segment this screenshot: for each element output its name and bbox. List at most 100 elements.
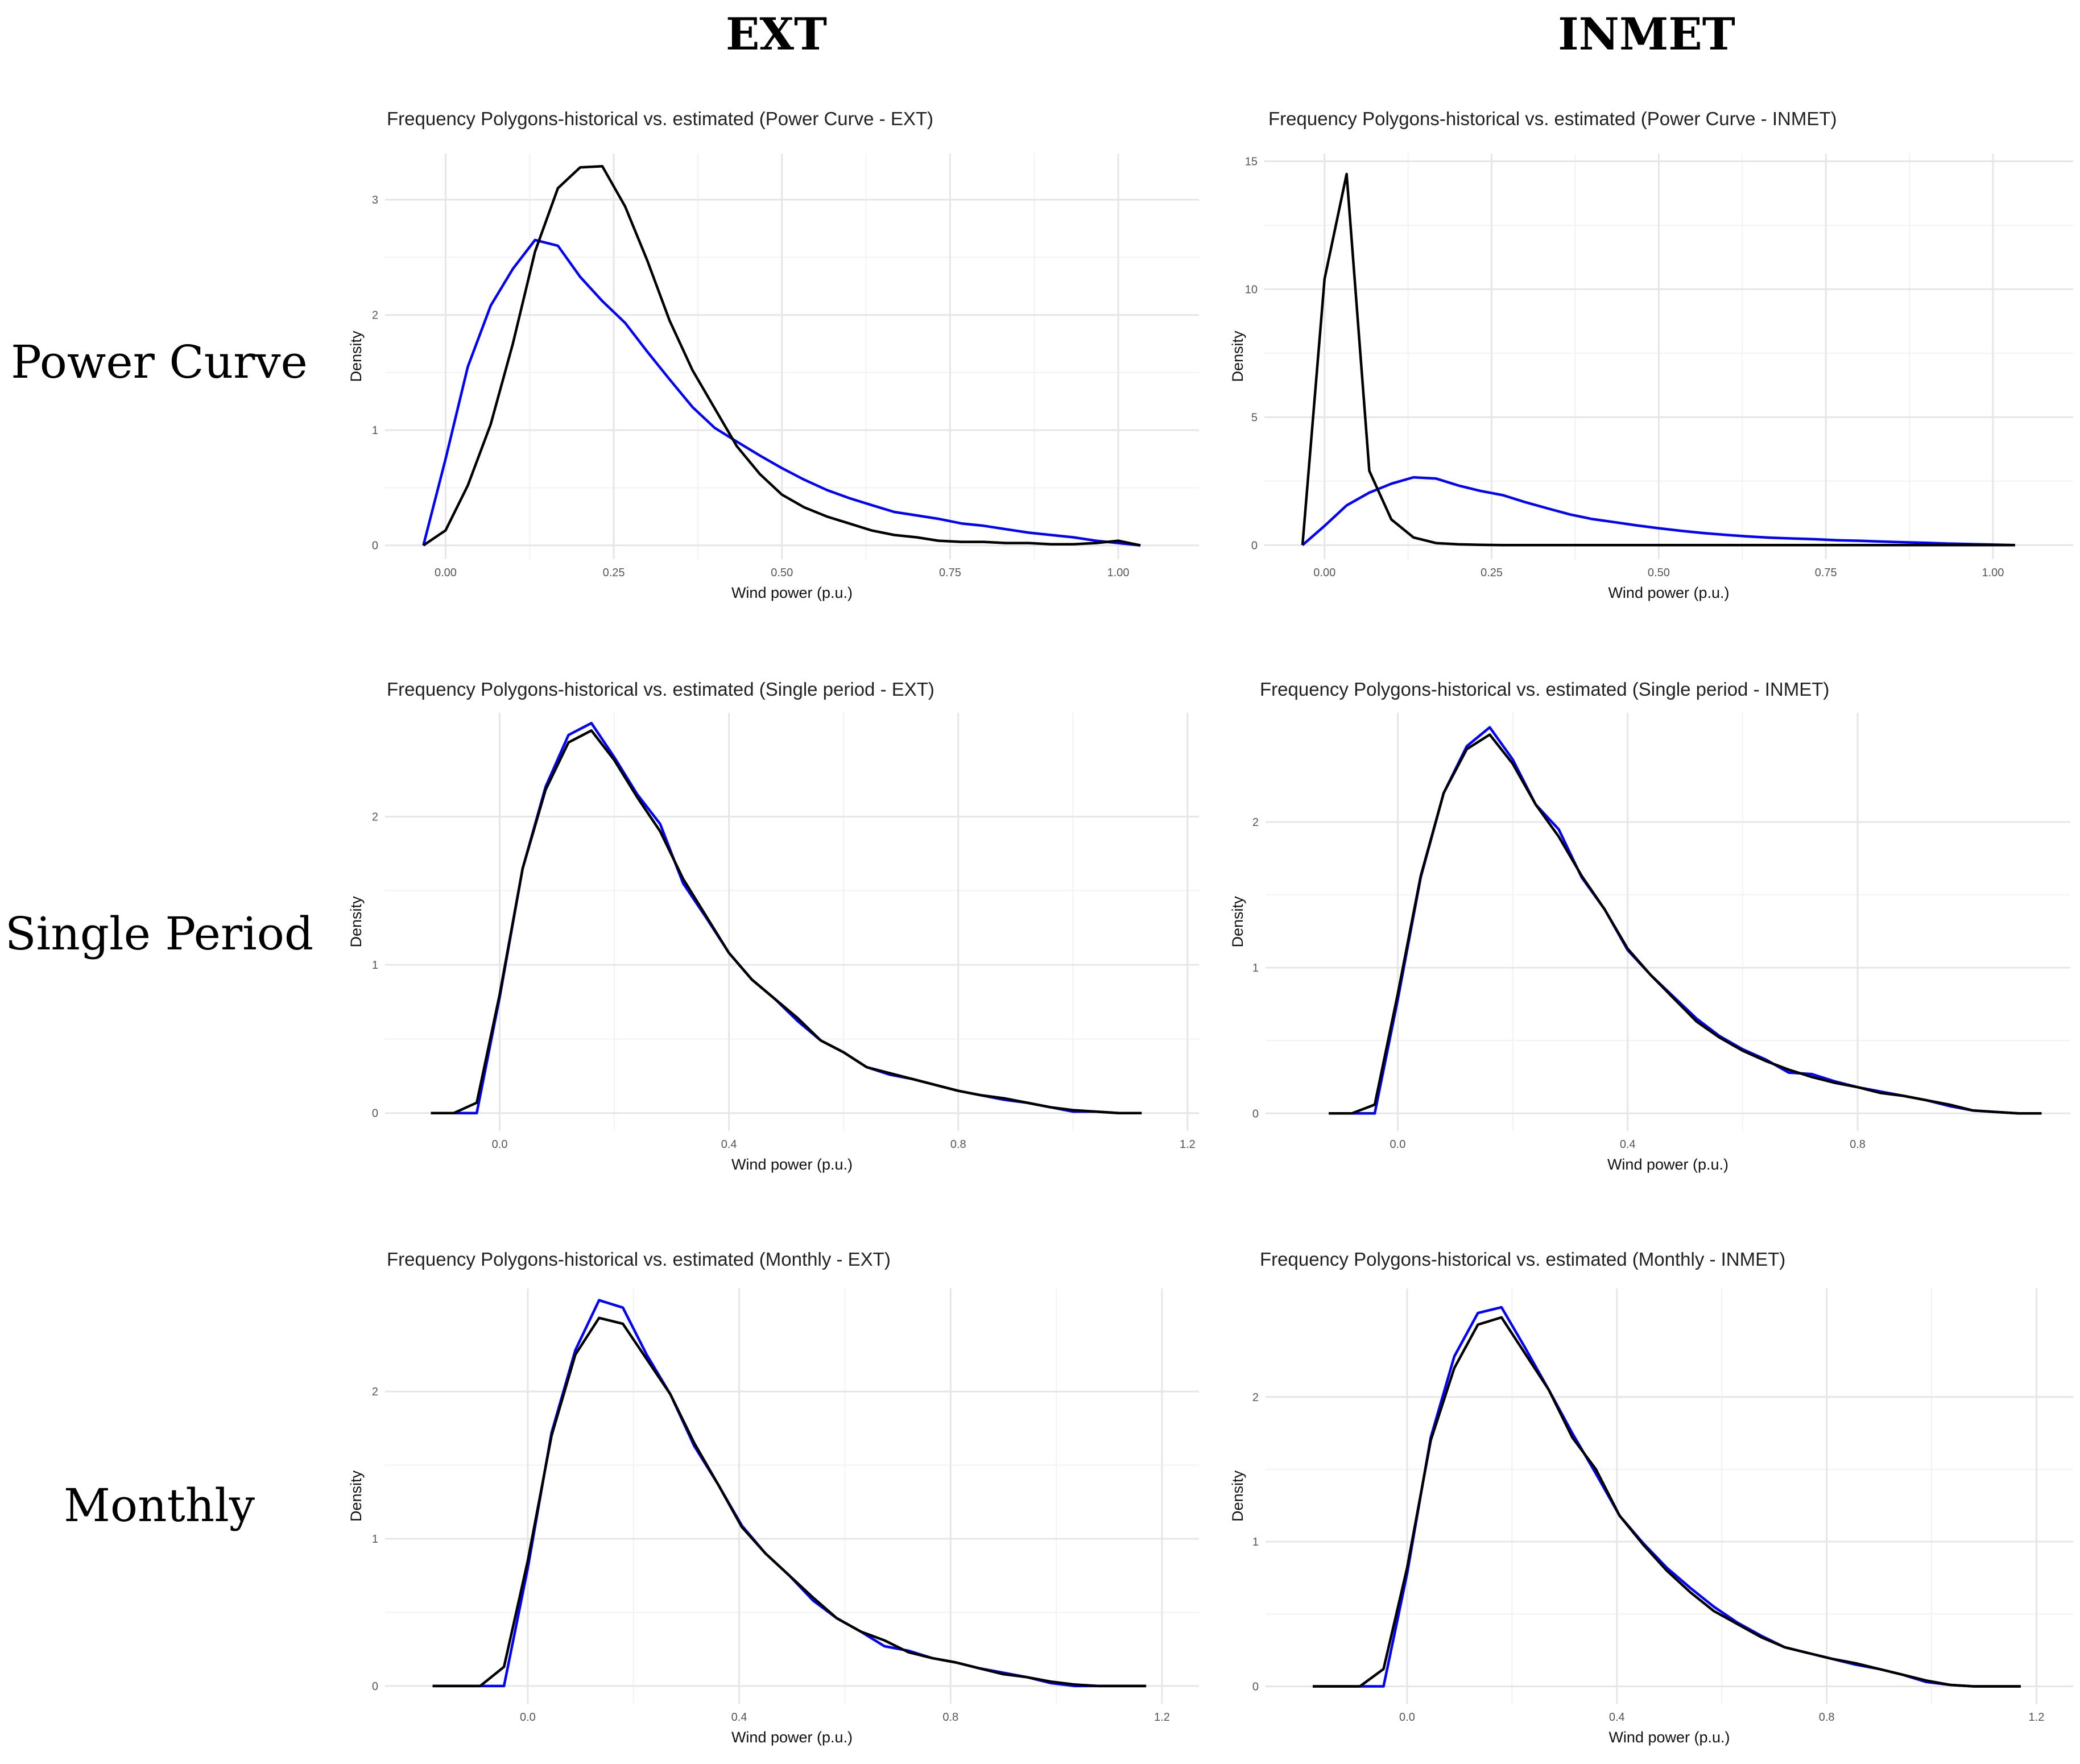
- y-tick-label: 0: [372, 540, 378, 552]
- y-axis-label: Density: [348, 896, 365, 948]
- y-tick-label: 1: [372, 1533, 378, 1546]
- x-tick-label: 0.00: [1313, 567, 1335, 579]
- x-tick-label: 1.00: [1982, 567, 2004, 579]
- series-line-historical: [1313, 1316, 2021, 1688]
- y-axis: 0 1 2: [1252, 1391, 2073, 1693]
- x-tick-label: 0.0: [520, 1711, 536, 1724]
- x-tick-label: 0.0: [492, 1138, 508, 1151]
- x-axis-label: Wind power (p.u.): [1608, 584, 1729, 601]
- row-header-power-curve: Power Curve: [11, 336, 308, 389]
- y-tick-label: 2: [372, 1386, 378, 1398]
- chart-title: Frequency Polygons-historical vs. estima…: [387, 108, 933, 129]
- y-axis: 0 1 2: [372, 811, 1199, 1120]
- chart-title: Frequency Polygons-historical vs. estima…: [387, 1249, 891, 1270]
- y-tick-label: 1: [1252, 962, 1259, 974]
- chart-title: Frequency Polygons-historical vs. estima…: [387, 679, 934, 700]
- y-tick-label: 0: [372, 1108, 378, 1120]
- y-tick-label: 0: [1252, 1680, 1259, 1693]
- series-line-estimated: [1313, 1306, 2021, 1688]
- x-tick-label: 1.00: [1107, 567, 1130, 579]
- column-header-inmet: INMET: [1558, 9, 1735, 60]
- y-tick-label: 10: [1245, 283, 1258, 296]
- chart-monthly-inmet: Frequency Polygons-historical vs. estima…: [1229, 1249, 2073, 1746]
- minor-grid: [1266, 1288, 2073, 1704]
- y-axis-label: Density: [348, 1470, 365, 1522]
- chart-title: Frequency Polygons-historical vs. estima…: [1268, 108, 1837, 129]
- y-tick-label: 5: [1251, 411, 1258, 424]
- x-tick-label: 0.00: [435, 567, 457, 579]
- minor-grid: [385, 154, 1199, 559]
- chart-monthly-ext: Frequency Polygons-historical vs. estima…: [348, 1249, 1199, 1746]
- y-tick-label: 15: [1245, 155, 1258, 168]
- x-tick-label: 0.25: [603, 567, 625, 579]
- series-estimated: [422, 238, 1141, 547]
- y-tick-label: 1: [372, 424, 378, 437]
- x-tick-label: 0.75: [939, 567, 961, 579]
- y-tick-label: 2: [1252, 816, 1259, 829]
- x-tick-label: 0.8: [950, 1138, 966, 1151]
- x-axis: 0.0 0.4 0.8: [1390, 713, 1866, 1151]
- chart-title: Frequency Polygons-historical vs. estima…: [1260, 679, 1829, 700]
- y-tick-label: 1: [1252, 1536, 1259, 1548]
- x-axis: 0.00 0.25 0.50 0.75 1.00: [1313, 154, 2004, 579]
- chart-power-curve-ext: Frequency Polygons-historical vs. estima…: [348, 108, 1199, 601]
- series-historical: [1329, 733, 2042, 1115]
- series-estimated: [431, 721, 1142, 1114]
- chart-power-curve-inmet: Frequency Polygons-historical vs. estima…: [1229, 108, 2073, 601]
- y-tick-label: 0: [1252, 1108, 1259, 1120]
- x-tick-label: 0.50: [771, 567, 793, 579]
- y-tick-label: 1: [372, 959, 378, 972]
- series-line-estimated: [431, 721, 1142, 1114]
- y-axis: 0 1 2: [1252, 816, 2070, 1120]
- series-line-historical: [431, 729, 1142, 1114]
- row-header-single-period: Single Period: [5, 907, 314, 960]
- x-tick-label: 0.75: [1815, 567, 1837, 579]
- x-tick-label: 0.50: [1648, 567, 1670, 579]
- minor-grid: [1264, 154, 2073, 559]
- chart-title: Frequency Polygons-historical vs. estima…: [1260, 1249, 1785, 1270]
- series-estimated: [1312, 1306, 2021, 1688]
- x-tick-label: 0.8: [1819, 1711, 1835, 1724]
- x-axis-label: Wind power (p.u.): [1607, 1156, 1728, 1173]
- x-tick-label: 0.0: [1399, 1711, 1415, 1724]
- x-tick-label: 0.0: [1390, 1138, 1406, 1151]
- y-axis-label: Density: [1229, 896, 1246, 948]
- series-historical: [1312, 1316, 2021, 1688]
- x-axis: 0.0 0.4 0.8 1.2: [492, 713, 1196, 1151]
- column-header-ext: EXT: [725, 9, 827, 60]
- y-axis-label: Density: [348, 331, 365, 382]
- x-tick-label: 0.4: [1620, 1138, 1636, 1151]
- x-axis-label: Wind power (p.u.): [1608, 1729, 1730, 1746]
- x-tick-label: 0.4: [721, 1138, 737, 1151]
- y-tick-label: 2: [372, 811, 378, 823]
- minor-grid: [1266, 713, 2070, 1131]
- x-axis-label: Wind power (p.u.): [731, 584, 853, 601]
- y-tick-label: 0: [372, 1680, 378, 1693]
- x-tick-label: 0.25: [1481, 567, 1503, 579]
- y-axis: 0 1 2: [372, 1386, 1199, 1693]
- y-tick-label: 0: [1251, 539, 1258, 552]
- x-axis: 0.0 0.4 0.8 1.2: [520, 1288, 1170, 1724]
- x-tick-label: 0.8: [942, 1711, 958, 1724]
- y-tick-label: 2: [372, 309, 378, 322]
- x-axis-label: Wind power (p.u.): [731, 1729, 853, 1746]
- y-tick-label: 2: [1252, 1391, 1259, 1404]
- x-tick-label: 1.2: [2029, 1711, 2045, 1724]
- series-historical: [432, 1316, 1147, 1688]
- y-axis-label: Density: [1229, 331, 1246, 382]
- series-estimated: [1329, 726, 2042, 1115]
- chart-single-period-inmet: Frequency Polygons-historical vs. estima…: [1229, 679, 2070, 1173]
- series-line-estimated: [1329, 726, 2042, 1115]
- series-historical: [423, 165, 1141, 547]
- minor-grid: [385, 713, 1199, 1131]
- x-tick-label: 0.8: [1850, 1138, 1866, 1151]
- x-tick-label: 1.2: [1180, 1138, 1196, 1151]
- row-header-monthly: Monthly: [63, 1479, 255, 1532]
- x-axis: 0.0 0.4 0.8 1.2: [1399, 1288, 2044, 1724]
- series-line-historical: [432, 1316, 1147, 1688]
- series-line-historical: [1329, 733, 2042, 1115]
- y-axis-label: Density: [1229, 1470, 1246, 1522]
- x-tick-label: 1.2: [1154, 1711, 1170, 1724]
- series-historical: [1301, 172, 2015, 547]
